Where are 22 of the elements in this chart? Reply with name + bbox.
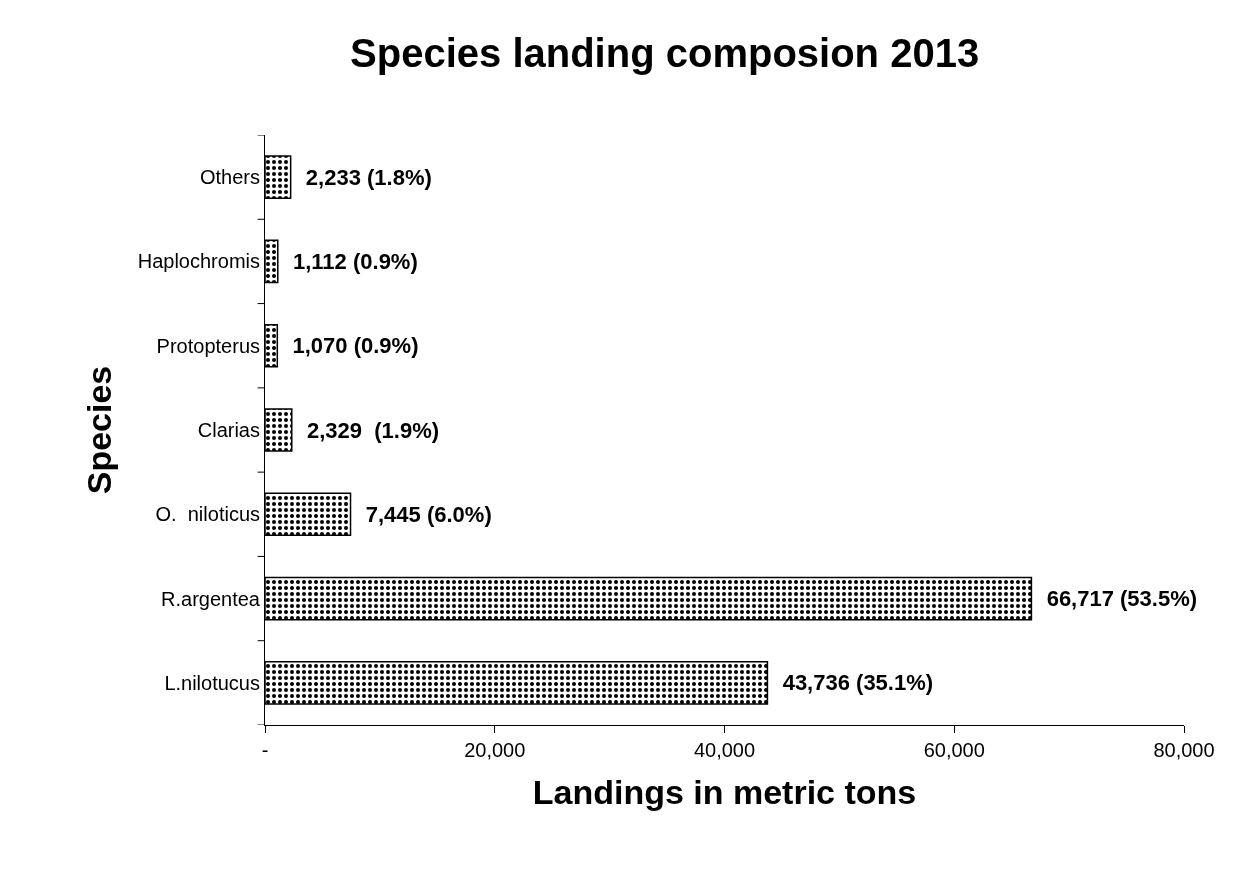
x-tick-label: 20,000	[464, 739, 526, 761]
y-tick-label: L.nilotucus	[164, 671, 260, 694]
y-tick-label: Haplochromis	[137, 250, 260, 273]
chart-title: Species landing composion 2013	[350, 31, 980, 76]
y-tick-label: Protopterus	[156, 334, 260, 357]
data-label: 2,329 (1.9%)	[294, 417, 440, 443]
x-tick-label: -	[261, 739, 269, 761]
x-axis-title: Landings in metric tons	[532, 773, 917, 812]
y-axis-title: Species	[80, 365, 119, 495]
x-tick-label: 40,000	[693, 739, 756, 761]
y-tick-label: Clarias	[197, 419, 260, 441]
y-tick-label: O. niloticus	[155, 503, 260, 526]
y-tick-label: R.argentea	[161, 587, 261, 610]
y-tick-label: Others	[199, 166, 260, 189]
x-tick-label: 80,000	[1153, 739, 1215, 761]
data-label: 2,233 (1.8%)	[293, 164, 432, 190]
x-tick-label: 60,000	[923, 739, 985, 761]
data-label: 1,070 (0.9%)	[280, 333, 419, 359]
data-label: 7,445 (6.0%)	[353, 501, 492, 527]
data-label: 43,736 (35.1%)	[770, 670, 934, 696]
data-label: 1,112 (0.9%)	[280, 248, 418, 274]
data-label: 66,717 (53.5%)	[1034, 586, 1198, 612]
